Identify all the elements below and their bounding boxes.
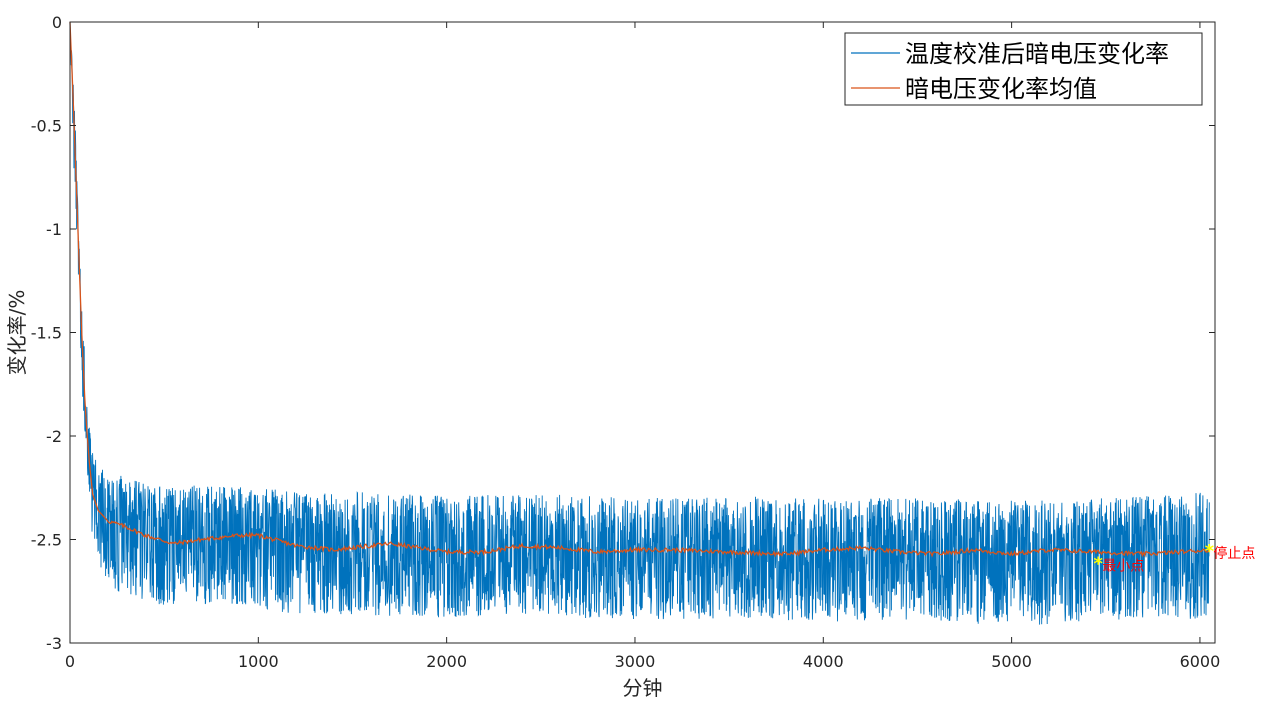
x-tick-label: 4000: [803, 652, 844, 671]
y-tick-label: -2.5: [31, 531, 62, 550]
x-tick-label: 3000: [615, 652, 656, 671]
x-tick-label: 2000: [426, 652, 467, 671]
series-0-line: [69, 21, 1210, 625]
y-tick-label: -3: [46, 634, 62, 653]
tick-group: 0 1000 2000 3000 4000 5000 6000 0 -0.5 -1 -1.5 -2 -2…: [31, 13, 1221, 671]
y-tick-label: 0: [52, 13, 62, 32]
legend: 温度校准后暗电压变化率 暗电压变化率均值: [844, 32, 1203, 106]
legend-label-series-1: 暗电压变化率均值: [905, 75, 1097, 103]
annotation-marker-1: *: [1205, 541, 1215, 562]
x-tick-label: 1000: [238, 652, 279, 671]
annotation-label-1: 停止点: [1213, 545, 1255, 562]
annotation-group: * 最小点* 停止点: [1094, 541, 1256, 574]
y-tick-label: -1: [46, 220, 62, 239]
x-axis-label: 分钟: [623, 676, 663, 700]
legend-label-series-0: 温度校准后暗电压变化率: [905, 40, 1169, 68]
x-tick-label: 5000: [991, 652, 1032, 671]
y-tick-label: -0.5: [31, 117, 62, 136]
annotation-marker-0: *: [1094, 553, 1104, 574]
legend-box: [844, 32, 1203, 106]
annotation-label-0: 最小点: [1102, 558, 1144, 574]
y-tick-label: -1.5: [31, 324, 62, 343]
x-tick-label: 0: [65, 652, 75, 671]
y-axis-label: 变化率/%: [5, 290, 29, 376]
plot-area: [69, 21, 1210, 625]
y-tick-label: -2: [46, 427, 62, 446]
series-1-line: [69, 21, 1210, 558]
x-tick-label: 6000: [1180, 652, 1221, 671]
